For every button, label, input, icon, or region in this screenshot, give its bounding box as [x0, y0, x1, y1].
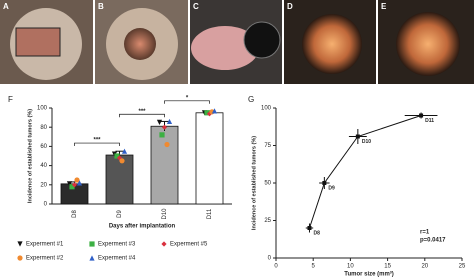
point	[211, 108, 218, 114]
legend-label: Experment #2	[26, 256, 64, 262]
point	[89, 241, 95, 247]
point-label: D8	[313, 230, 320, 236]
photos: A B C D E	[0, 0, 474, 84]
legend-label: Experment #4	[98, 256, 136, 262]
point	[76, 180, 83, 186]
point-label: D11	[425, 118, 434, 124]
point-label: D9	[328, 185, 335, 191]
y-tick-label: 100	[261, 106, 272, 112]
annotation: p=0.0417	[420, 238, 446, 244]
y-tick-label: 75	[264, 143, 271, 149]
panel-label: C	[193, 2, 199, 11]
point	[156, 119, 163, 125]
y-tick-label: 80	[40, 125, 47, 131]
y-tick-label: 100	[37, 106, 48, 112]
significance-bracket	[164, 100, 210, 104]
point	[307, 226, 312, 230]
y-tick-label: 0	[44, 202, 48, 208]
x-tick-label: D11	[207, 208, 213, 219]
point	[159, 132, 165, 138]
point	[161, 124, 168, 130]
y-tick-label: 25	[264, 218, 271, 224]
legend-label: Experment #1	[26, 242, 64, 248]
point	[419, 113, 424, 118]
x-tick-label: D10	[162, 208, 168, 220]
panel-label: D	[287, 2, 293, 11]
panel-label: G	[248, 95, 254, 104]
x-axis-label: Days after implantation	[109, 224, 176, 230]
x-tick-label: 0	[274, 264, 278, 270]
y-tick-label: 0	[268, 256, 272, 262]
x-tick-label: 15	[384, 264, 391, 270]
panel-label: B	[98, 2, 104, 11]
y-tick-label: 60	[40, 144, 47, 150]
significance-label: ***	[138, 109, 146, 115]
point	[17, 255, 23, 261]
x-tick-label: 5	[312, 264, 316, 270]
photo-detail	[15, 27, 61, 57]
point	[355, 134, 360, 139]
bar	[105, 154, 134, 205]
point	[114, 153, 120, 159]
point	[66, 181, 73, 187]
photo-detail	[191, 26, 259, 70]
point	[204, 110, 210, 116]
photo-detail	[124, 28, 156, 60]
line	[309, 115, 422, 229]
y-tick-label: 40	[40, 163, 47, 169]
point	[89, 255, 95, 261]
y-axis-label: Incidence of established tumors (%)	[27, 109, 33, 203]
x-tick-label: D8	[72, 210, 78, 218]
panel-label: E	[381, 2, 387, 11]
point	[71, 182, 78, 188]
x-tick-label: 20	[421, 264, 428, 270]
point	[164, 141, 170, 148]
y-tick-label: 50	[264, 181, 271, 187]
panel-label: A	[3, 2, 9, 11]
point	[161, 241, 167, 247]
y-tick-label: 20	[40, 182, 47, 188]
photo-detail	[396, 12, 460, 76]
bar	[150, 125, 179, 205]
point	[74, 177, 80, 183]
photo-detail	[302, 14, 362, 74]
photo-detail	[243, 21, 281, 59]
point	[121, 148, 128, 154]
y-axis-label: Incidence of established tumors (%)	[251, 136, 257, 230]
significance-label: ***	[93, 138, 101, 144]
x-tick-label: 10	[347, 264, 354, 270]
x-tick-label: D9	[117, 210, 123, 218]
point	[17, 241, 23, 247]
point	[69, 184, 75, 190]
point	[322, 181, 327, 185]
x-axis-label: Tumor size (mm³)	[344, 271, 394, 278]
point	[166, 118, 173, 125]
point	[119, 158, 125, 164]
point	[116, 155, 123, 161]
significance-bracket	[119, 113, 165, 118]
bar	[195, 112, 224, 205]
legend-label: Experment #5	[170, 242, 208, 248]
x-tick-label: 25	[459, 264, 466, 270]
significance-bracket	[74, 142, 120, 147]
point-label: D10	[362, 139, 371, 145]
significance-label: *	[186, 95, 189, 101]
annotation: r=1	[420, 230, 430, 236]
legend-label: Experment #3	[98, 242, 136, 248]
panel-label: F	[8, 95, 13, 104]
